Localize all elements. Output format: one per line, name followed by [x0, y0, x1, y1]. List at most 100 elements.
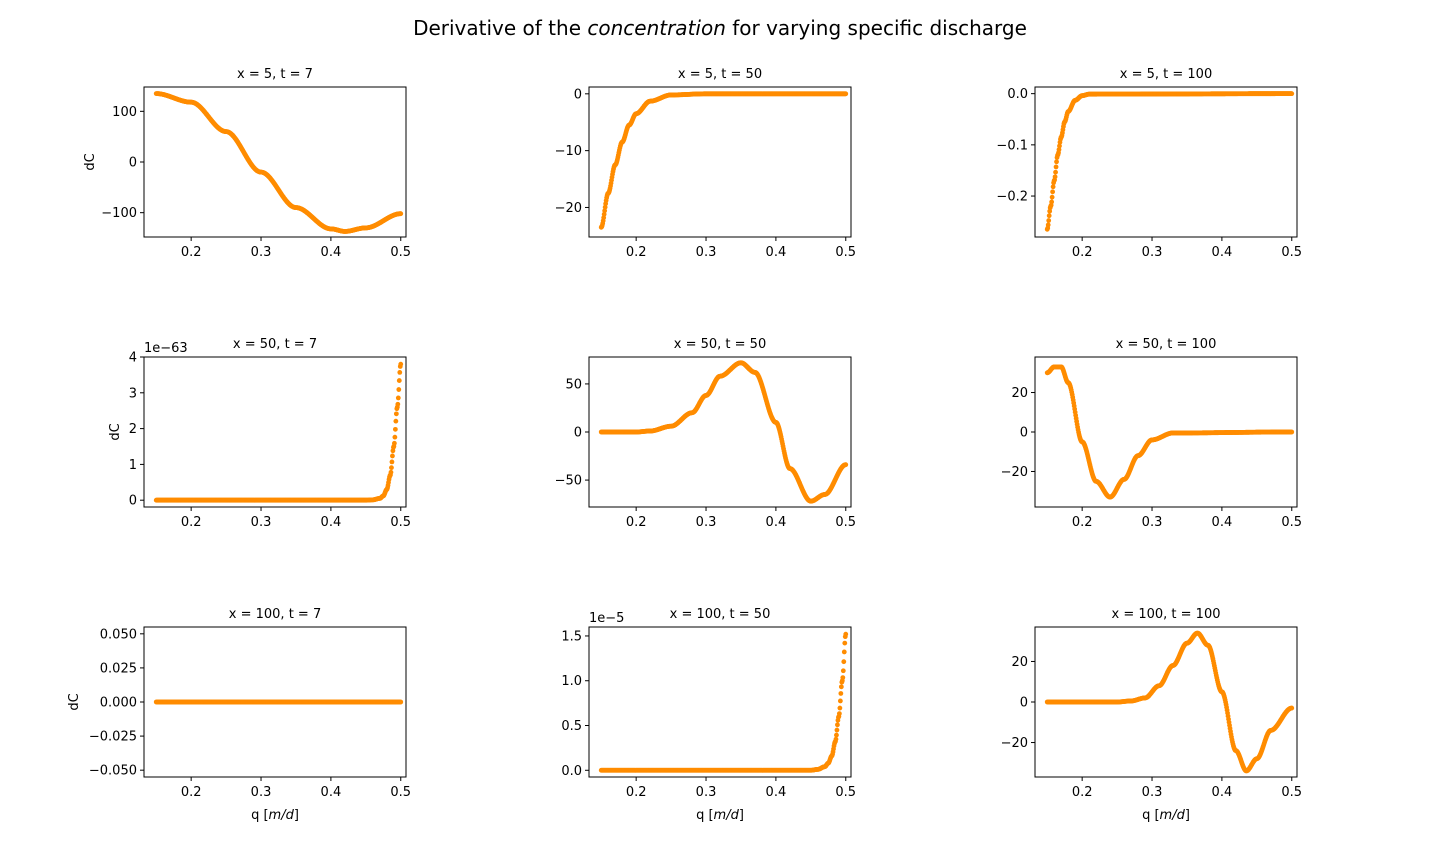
axes-frame	[143, 86, 407, 238]
data-point	[392, 426, 398, 432]
y-tick-label: 0.5	[561, 719, 582, 734]
x-tick-label: 0.2	[181, 245, 202, 260]
x-tick-label: 0.4	[321, 515, 342, 530]
data-point	[602, 208, 608, 214]
data-point	[1056, 147, 1062, 153]
x-axis-label: q [m/d]	[696, 808, 744, 823]
y-tick-label: 0	[1020, 696, 1028, 711]
data-point	[601, 211, 607, 217]
x-tick-label: 0.5	[390, 245, 411, 260]
y-tick-label: 0	[574, 87, 582, 102]
data-point	[1045, 222, 1051, 228]
data-point	[1049, 199, 1055, 205]
y-tick-label: 0	[129, 494, 137, 509]
data-point	[838, 684, 844, 690]
data-points	[1044, 630, 1295, 774]
data-point	[843, 91, 849, 97]
data-point	[843, 462, 849, 468]
x-tick-label: 0.3	[251, 785, 272, 800]
axes-frame	[588, 86, 852, 238]
y-tick-label: 1	[129, 458, 137, 473]
data-point	[398, 699, 404, 705]
x-tick-label: 0.4	[766, 785, 787, 800]
data-points	[1044, 364, 1295, 500]
data-point	[1053, 164, 1059, 170]
x-tick-label: 0.5	[390, 785, 411, 800]
data-point	[395, 395, 401, 401]
data-point	[393, 418, 399, 424]
x-tick-label: 0.2	[626, 785, 647, 800]
x-tick-label: 0.5	[835, 245, 856, 260]
x-tick-label: 0.5	[835, 785, 856, 800]
data-point	[834, 727, 840, 733]
y-tick-label: 100	[112, 105, 137, 120]
x-tick-label: 0.3	[1142, 515, 1163, 530]
x-tick-label: 0.3	[251, 245, 272, 260]
data-point	[834, 732, 839, 738]
x-tick-label: 0.3	[696, 515, 717, 530]
x-tick-label: 0.2	[1072, 245, 1093, 260]
subplot-title: x = 100, t = 50	[670, 607, 771, 622]
x-tick-label: 0.5	[1281, 245, 1302, 260]
y-tick-label: 20	[1011, 386, 1028, 401]
data-point	[833, 736, 839, 742]
data-points	[1044, 91, 1295, 232]
data-points	[153, 361, 404, 503]
x-axis-label: q [m/d]	[251, 808, 299, 823]
subplot-title: x = 5, t = 50	[678, 67, 762, 82]
data-points	[598, 91, 849, 230]
subplot-8: x = 100, t = 500.2 0.3 0.4 0.50.00.51.01.51…	[561, 607, 856, 823]
y-tick-label: −0.050	[89, 764, 137, 779]
data-point	[396, 387, 402, 392]
data-points	[153, 91, 404, 234]
y-tick-label: 4	[129, 351, 137, 366]
data-point	[1289, 91, 1295, 97]
x-tick-label: 0.2	[626, 245, 647, 260]
data-point	[398, 211, 404, 217]
y-offset-text: 1e−5	[589, 611, 624, 626]
x-tick-label: 0.2	[626, 515, 647, 530]
data-point	[392, 434, 398, 440]
y-tick-label: −50	[555, 474, 582, 489]
y-tick-label: −20	[1001, 465, 1028, 480]
data-points	[153, 699, 404, 705]
data-point	[1049, 194, 1055, 200]
y-axis-label: dC	[83, 153, 98, 170]
data-point	[1050, 189, 1056, 195]
data-point	[840, 668, 846, 674]
subplot-title: x = 50, t = 7	[233, 337, 317, 352]
subplot-title: x = 50, t = 50	[674, 337, 766, 352]
x-tick-label: 0.3	[696, 785, 717, 800]
x-tick-label: 0.4	[321, 245, 342, 260]
y-tick-label: 20	[1011, 655, 1028, 670]
data-point	[1054, 159, 1059, 165]
data-point	[836, 711, 842, 716]
data-point	[837, 698, 843, 704]
x-tick-label: 0.2	[181, 785, 202, 800]
y-tick-label: 0	[1020, 426, 1028, 441]
data-point	[389, 465, 394, 471]
data-point	[1289, 705, 1295, 711]
y-tick-label: −0.025	[89, 730, 137, 745]
y-tick-label: −0.1	[996, 138, 1028, 153]
y-offset-text: 1e−63	[144, 341, 188, 356]
figure-title: Derivative of the concentration for vary…	[413, 16, 1027, 40]
subplot-2: x = 5, t = 500.2 0.3 0.4 0.5−20−100	[555, 67, 857, 260]
data-point	[1046, 218, 1052, 223]
data-point	[840, 675, 846, 680]
y-axis-label: dC	[67, 693, 82, 710]
data-point	[1289, 429, 1295, 435]
y-axis-label: dC	[108, 423, 123, 440]
data-point	[1046, 213, 1052, 219]
x-tick-label: 0.3	[696, 245, 717, 260]
figure-title-part-1: Derivative of the	[413, 16, 587, 40]
x-tick-label: 0.3	[1142, 245, 1163, 260]
data-point	[396, 378, 402, 383]
x-tick-label: 0.3	[1142, 785, 1163, 800]
y-tick-label: 0.025	[100, 661, 137, 676]
